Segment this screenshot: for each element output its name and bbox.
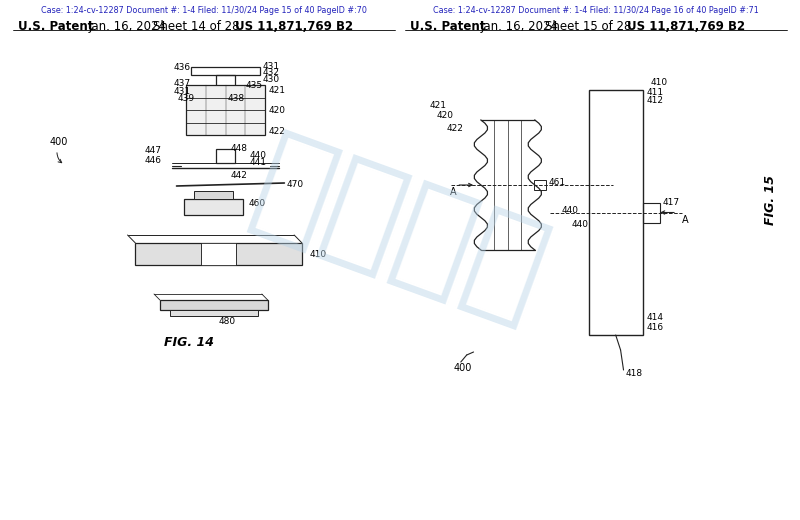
Text: 420: 420: [437, 111, 454, 120]
Text: 442: 442: [230, 171, 247, 179]
Bar: [216, 149, 235, 163]
Bar: [534, 180, 546, 190]
Text: A: A: [682, 215, 689, 225]
Text: U.S. Patent: U.S. Patent: [18, 20, 93, 33]
Text: Jan. 16, 2024: Jan. 16, 2024: [88, 20, 166, 33]
Text: FIG. 15: FIG. 15: [764, 175, 777, 225]
Bar: [233, 89, 238, 97]
Text: 400: 400: [454, 363, 472, 373]
Text: 416: 416: [646, 322, 664, 332]
Text: US 11,871,769 B2: US 11,871,769 B2: [627, 20, 746, 33]
Bar: [135, 243, 302, 265]
Text: 400: 400: [49, 137, 67, 147]
Text: 卖家支持: 卖家支持: [238, 122, 562, 338]
Text: 430: 430: [262, 74, 280, 84]
Text: 410: 410: [650, 77, 668, 86]
Text: 480: 480: [218, 318, 236, 327]
Text: Sheet 15 of 28: Sheet 15 of 28: [545, 20, 631, 33]
Text: 438: 438: [227, 94, 245, 102]
Text: 461: 461: [549, 177, 566, 187]
Text: 440: 440: [562, 206, 578, 215]
Text: 414: 414: [646, 313, 663, 321]
Text: Sheet 14 of 28: Sheet 14 of 28: [153, 20, 239, 33]
Text: 440: 440: [571, 220, 588, 229]
Bar: [184, 199, 243, 215]
Text: 437: 437: [174, 79, 190, 87]
Bar: [201, 243, 236, 265]
Text: 421: 421: [269, 85, 286, 95]
Text: 440: 440: [250, 150, 267, 160]
Bar: [213, 89, 218, 97]
Text: 422: 422: [269, 126, 286, 136]
Text: 420: 420: [269, 106, 286, 114]
Text: US 11,871,769 B2: US 11,871,769 B2: [235, 20, 354, 33]
Bar: [191, 67, 260, 75]
Text: U.S. Patent: U.S. Patent: [410, 20, 486, 33]
Bar: [194, 191, 234, 199]
Text: 460: 460: [248, 199, 266, 207]
Text: 436: 436: [174, 62, 190, 72]
Bar: [160, 300, 268, 310]
Text: 441: 441: [250, 158, 267, 166]
Text: FIG. 14: FIG. 14: [164, 335, 214, 348]
Bar: [642, 202, 660, 223]
Text: 431: 431: [174, 86, 190, 96]
Text: 447: 447: [145, 146, 162, 154]
Text: Case: 1:24-cv-12287 Document #: 1-4 Filed: 11/30/24 Page 16 of 40 PageID #:71: Case: 1:24-cv-12287 Document #: 1-4 File…: [434, 6, 759, 15]
Bar: [589, 90, 642, 335]
Text: 412: 412: [646, 96, 663, 105]
Text: 417: 417: [662, 198, 679, 207]
Text: 421: 421: [430, 100, 446, 110]
Text: A: A: [450, 187, 456, 197]
Text: 411: 411: [646, 87, 664, 97]
Text: 410: 410: [310, 250, 327, 258]
Text: 431: 431: [262, 61, 280, 71]
Text: Jan. 16, 2024: Jan. 16, 2024: [481, 20, 558, 33]
Bar: [186, 85, 265, 135]
Bar: [216, 75, 235, 93]
Text: 446: 446: [145, 155, 162, 164]
Text: 418: 418: [626, 369, 642, 378]
Text: 439: 439: [178, 94, 194, 102]
Text: 435: 435: [245, 81, 262, 89]
Text: 422: 422: [446, 124, 463, 133]
Bar: [170, 310, 258, 316]
Text: 470: 470: [286, 179, 303, 189]
Text: Case: 1:24-cv-12287 Document #: 1-4 Filed: 11/30/24 Page 15 of 40 PageID #:70: Case: 1:24-cv-12287 Document #: 1-4 File…: [41, 6, 367, 15]
Text: 448: 448: [230, 144, 247, 152]
Text: 432: 432: [262, 68, 280, 76]
